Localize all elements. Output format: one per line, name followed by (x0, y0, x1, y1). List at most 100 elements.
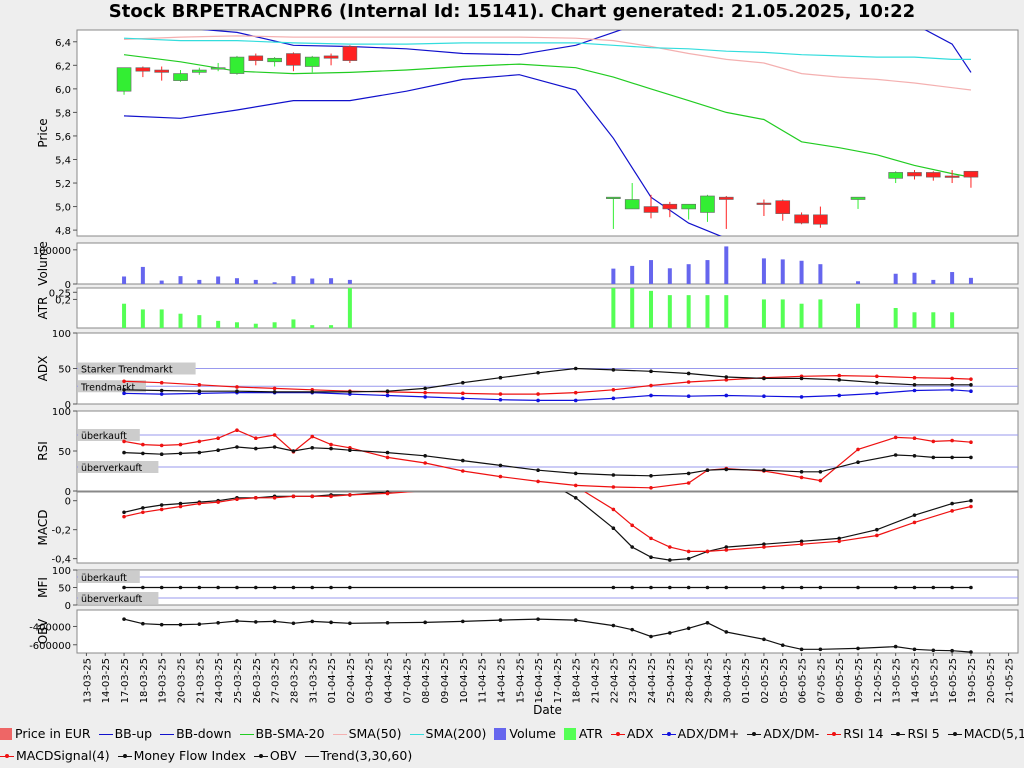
point-macdsignal-4 (837, 539, 842, 544)
x-tick-label: 13-05-25 (892, 658, 903, 703)
point-rsi-5 (818, 470, 823, 474)
point-adx (611, 388, 616, 392)
price-tick-label: 5,2 (55, 179, 71, 190)
candle-body (323, 55, 339, 59)
atr-axis-label: ATR (36, 297, 50, 320)
point-macd-5-13 (686, 556, 691, 561)
point-obv (348, 621, 352, 626)
legend-label: ADX (626, 726, 654, 741)
volume-bar (178, 276, 183, 284)
legend-item: MACDSignal(4) (0, 748, 110, 763)
legend-swatch (409, 728, 424, 740)
point-rsi-14 (818, 478, 823, 483)
candle-body (154, 69, 169, 73)
point-obv (611, 623, 616, 628)
point-obv (668, 631, 672, 635)
x-tick-label: 27-03-25 (271, 658, 282, 703)
point-adx (573, 390, 578, 395)
obv-panel (76, 609, 1019, 654)
series-adx-dm (123, 367, 971, 393)
mfi-tick-label: 0 (65, 601, 71, 612)
x-tick-label: 10-04-25 (459, 658, 470, 703)
x-tick-label: 28-03-25 (289, 658, 300, 703)
point-rsi-5 (291, 449, 296, 453)
point-rsi-14 (649, 486, 653, 490)
point-macdsignal-4 (310, 494, 315, 499)
point-rsi-5 (178, 451, 183, 456)
legend-swatch (98, 728, 113, 740)
x-tick-label: 19-05-25 (967, 658, 978, 703)
point-adx-dm (122, 388, 126, 392)
price-tick-label: 6,4 (55, 38, 71, 49)
volume-axis-label: Volume (36, 241, 50, 286)
atr-bar (649, 290, 654, 328)
legend-swatch (661, 728, 676, 740)
volume-bar (667, 268, 672, 284)
point-macd-5-13 (837, 536, 842, 541)
point-macdsignal-4 (272, 495, 277, 500)
point-adx-dm (235, 389, 239, 394)
point-rsi-5 (931, 455, 936, 460)
point-rsi-5 (235, 445, 239, 449)
point-macdsignal-4 (291, 494, 296, 499)
point-rsi-5 (762, 468, 766, 473)
volume-bar (686, 264, 691, 284)
point-adx-dm (159, 388, 164, 393)
atr-bar (347, 288, 352, 328)
legend-label: ADX/DM+ (677, 726, 740, 741)
point-macdsignal-4 (235, 497, 239, 502)
x-tick-label: 02-04-25 (346, 658, 357, 703)
atr-bar (234, 322, 239, 328)
point-obv (724, 630, 729, 634)
legend-item: Trend(3,30,60) (304, 748, 412, 763)
point-rsi-5 (705, 468, 710, 473)
candle-body (718, 196, 734, 200)
point-adx (197, 383, 202, 387)
candle-body (116, 67, 132, 92)
point-rsi-5 (536, 468, 540, 473)
point-adx-dm (950, 388, 954, 392)
rsi-tick-label: 0 (65, 487, 71, 498)
point-macdsignal-4 (668, 545, 672, 549)
point-adx-dm (649, 393, 653, 398)
legend-item: BB-up (98, 726, 152, 741)
rsi-panel (76, 410, 1019, 492)
volume-bar (950, 272, 955, 284)
point-adx-dm (423, 386, 427, 391)
price-tick-label: 4,8 (55, 226, 71, 237)
point-money-flow-index (818, 585, 823, 590)
atr-tick-label: 0,2 (55, 295, 71, 306)
price-tick-label: 5,0 (55, 203, 71, 214)
point-adx-dm (837, 393, 842, 398)
mfi-guide-label: überkauft (81, 573, 127, 584)
atr-bar (799, 303, 804, 328)
atr-bar (122, 303, 127, 328)
point-rsi-14 (141, 442, 145, 447)
x-tick-label: 21-05-25 (1005, 658, 1016, 703)
point-adx-dm (724, 375, 729, 379)
legend-item: Price in EUR (0, 726, 91, 741)
legend-item: BB-SMA-20 (239, 726, 325, 741)
point-adx (235, 385, 239, 389)
legend-swatch (0, 750, 14, 762)
candle-body (944, 175, 960, 178)
rsi-guide-label-bg (78, 429, 140, 441)
x-tick-label: 08-05-25 (835, 658, 846, 703)
obv-axis-label: OBV (36, 618, 50, 644)
macd-panel (76, 491, 1019, 564)
volume-bar (272, 282, 277, 284)
x-tick-label: 01-04-25 (327, 658, 338, 703)
point-obv (931, 648, 936, 653)
point-adx-dm (762, 376, 766, 381)
macd-tick-label: -0,2 (51, 526, 71, 537)
point-macdsignal-4 (253, 495, 258, 500)
candle-body (267, 57, 282, 63)
atr-bar (724, 295, 729, 328)
point-rsi-14 (178, 442, 183, 447)
macd-tick-label: -0,4 (51, 555, 71, 566)
volume-bar (122, 276, 127, 284)
adx-tick-label: 100 (52, 329, 71, 340)
atr-bar (253, 323, 258, 328)
x-tick-label: 07-05-25 (816, 658, 827, 703)
point-money-flow-index (630, 585, 634, 590)
